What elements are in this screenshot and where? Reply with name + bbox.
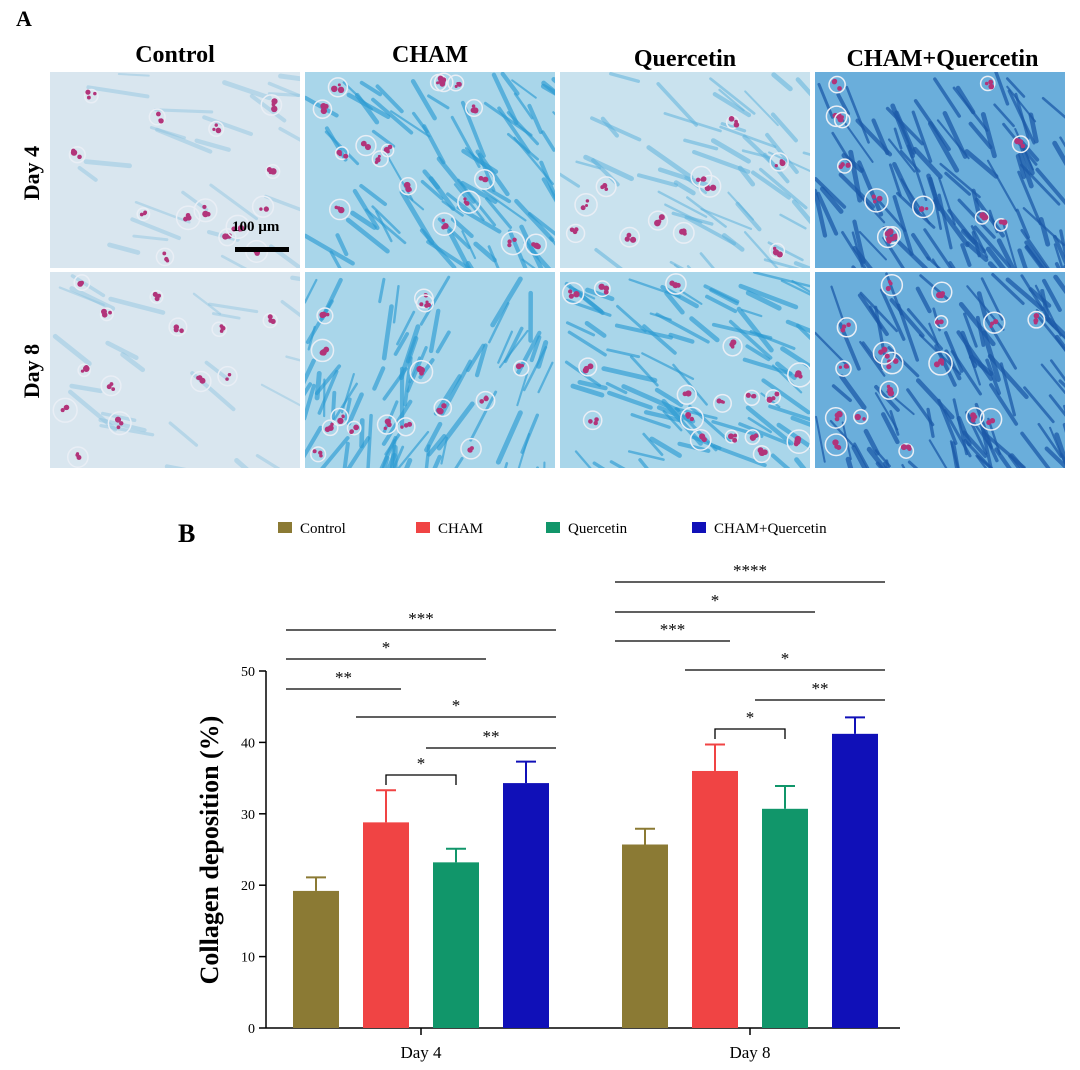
sig-label-9: * bbox=[746, 708, 755, 727]
sig-label-6: *** bbox=[660, 620, 686, 639]
y-tick-label-20: 20 bbox=[241, 879, 255, 894]
histology-tile-control-day4 bbox=[50, 72, 300, 268]
histology-tile-quercetin-day4 bbox=[560, 72, 810, 268]
sig-label-11: ** bbox=[812, 679, 829, 698]
legend-swatch-0 bbox=[278, 522, 292, 533]
sig-label-2: *** bbox=[408, 609, 434, 628]
histology-tile-cham-quercetin-day4 bbox=[815, 72, 1065, 268]
histology-tile-cham-quercetin-day8 bbox=[815, 272, 1065, 468]
bar-cham-day4 bbox=[363, 822, 409, 1028]
sig-label-0: ** bbox=[335, 668, 352, 687]
histology-tile-cham-day4 bbox=[305, 72, 555, 268]
legend-label-2: Quercetin bbox=[568, 521, 628, 537]
legend-swatch-2 bbox=[546, 522, 560, 533]
histology-tile-quercetin-day8 bbox=[560, 272, 810, 468]
legend-swatch-1 bbox=[416, 522, 430, 533]
y-axis-title: Collagen deposition (%) bbox=[195, 716, 224, 985]
y-tick-label-30: 30 bbox=[241, 808, 255, 823]
legend-swatch-3 bbox=[692, 522, 706, 533]
y-tick-label-50: 50 bbox=[241, 665, 255, 680]
bar-cham-day8 bbox=[692, 770, 738, 1028]
panel-a-label: A bbox=[16, 6, 32, 31]
scale-bar-label: 100 µm bbox=[232, 219, 280, 235]
sig-label-3: * bbox=[417, 754, 426, 773]
sig-bracket-3 bbox=[385, 774, 457, 785]
histology-tile-control-day8 bbox=[50, 272, 300, 468]
panel-b-label: B bbox=[178, 519, 195, 548]
sig-label-1: * bbox=[382, 638, 391, 657]
column-header-quercetin: Quercetin bbox=[633, 46, 737, 72]
legend-label-0: Control bbox=[300, 521, 346, 537]
bar-cham-quercetin-day8 bbox=[832, 733, 878, 1028]
sig-label-8: **** bbox=[733, 561, 767, 580]
y-tick-label-0: 0 bbox=[248, 1022, 255, 1037]
legend-label-3: CHAM+Quercetin bbox=[714, 521, 827, 537]
column-header-cham: CHAM bbox=[392, 42, 468, 68]
bar-quercetin-day8 bbox=[762, 808, 808, 1028]
bar-control-day4 bbox=[293, 890, 339, 1028]
sig-label-10: * bbox=[781, 649, 790, 668]
scale-bar bbox=[235, 247, 289, 252]
column-header-control: Control bbox=[135, 42, 215, 68]
y-tick-label-10: 10 bbox=[241, 951, 255, 966]
x-tick-label-0: Day 4 bbox=[400, 1043, 442, 1062]
sig-label-5: ** bbox=[483, 727, 500, 746]
column-header-cham-quercetin: CHAM+Quercetin bbox=[846, 46, 1039, 72]
bar-cham-quercetin-day4 bbox=[503, 783, 549, 1028]
bar-control-day8 bbox=[622, 844, 668, 1028]
sig-label-7: * bbox=[711, 591, 720, 610]
x-tick-label-1: Day 8 bbox=[729, 1043, 770, 1062]
bar-quercetin-day4 bbox=[433, 862, 479, 1028]
histology-tile-cham-day8 bbox=[305, 272, 555, 468]
sig-bracket-9 bbox=[714, 728, 786, 739]
sig-label-4: * bbox=[452, 696, 461, 715]
legend-label-1: CHAM bbox=[438, 521, 483, 537]
y-tick-label-40: 40 bbox=[241, 736, 255, 751]
